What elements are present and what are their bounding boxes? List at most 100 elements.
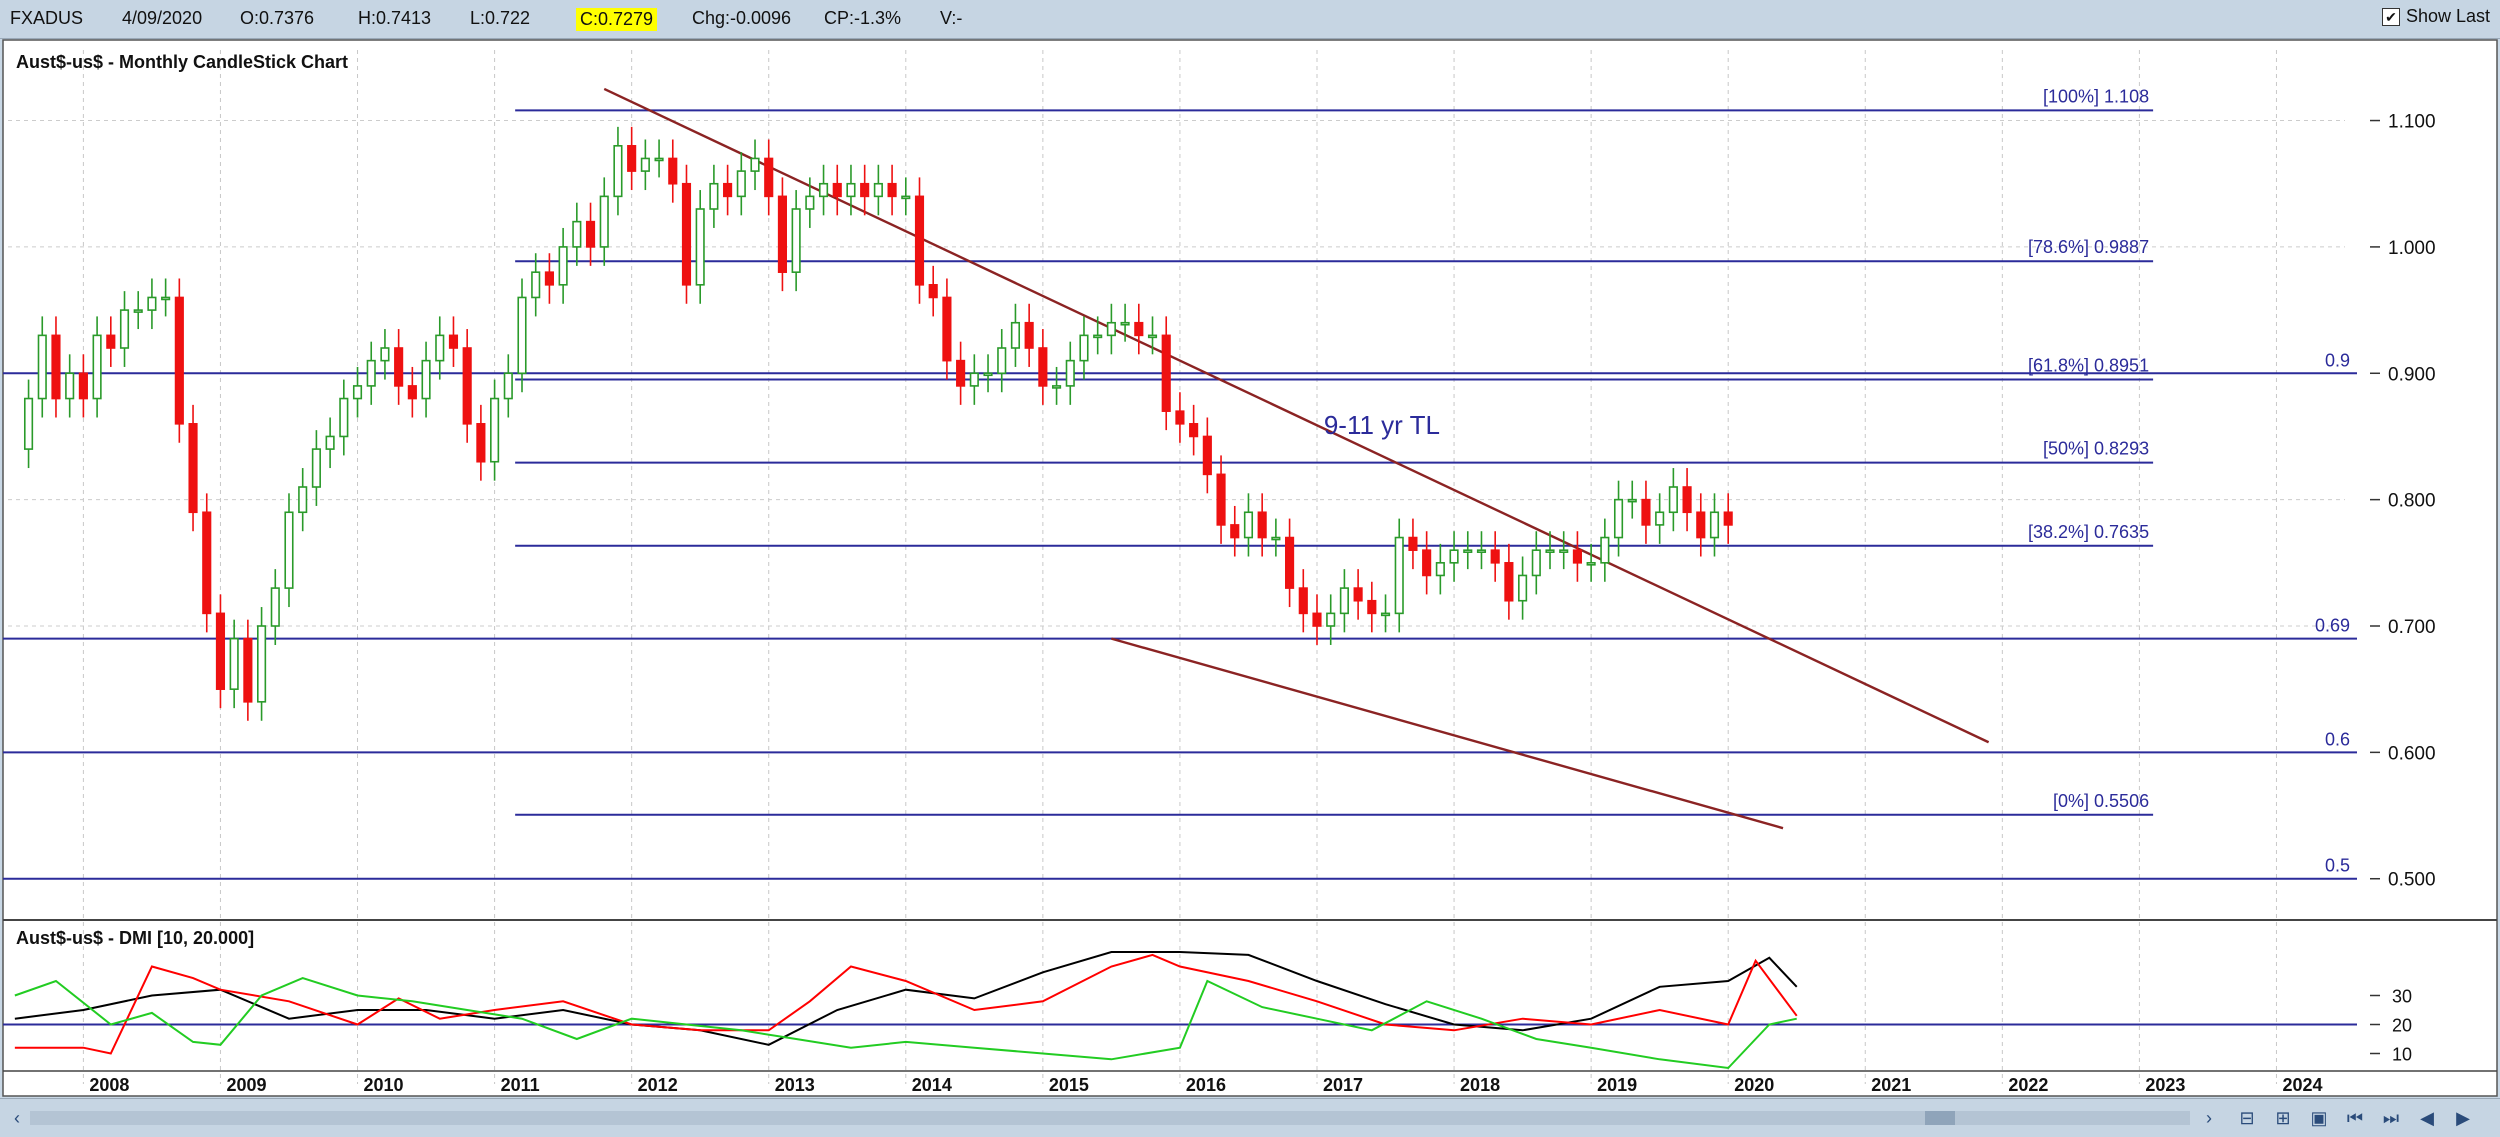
price-tick-label: 0.800: [2388, 491, 2436, 512]
candle-body: [298, 486, 308, 514]
zoom-in-icon[interactable]: ⊞: [2275, 1108, 2291, 1128]
candle-body: [956, 359, 966, 387]
candle-body: [544, 271, 554, 286]
candle-body: [805, 195, 815, 210]
candle-body: [325, 435, 335, 450]
high-label: H:0.7413: [358, 8, 432, 28]
x-tick-label: 2020: [1734, 1075, 1774, 1095]
candle-body: [243, 637, 253, 703]
scroll-right-icon[interactable]: ›: [2206, 1108, 2212, 1128]
candle-body: [969, 372, 979, 387]
scroll-left-icon[interactable]: ‹: [14, 1108, 20, 1128]
candle-body: [215, 612, 226, 690]
navigation-bar: ‹ › ⊟ ⊞ ▣ ⏮ ⏭ ◀ ▶: [0, 1098, 2500, 1137]
zoom-fit-icon[interactable]: ▣: [2310, 1108, 2328, 1128]
candle-body: [887, 182, 897, 198]
candle-body: [1394, 536, 1404, 615]
candle-body: [448, 334, 459, 349]
fib-level-label: [0%] 0.5506: [2053, 791, 2149, 811]
candle-body: [23, 397, 34, 450]
horizontal-scrollbar[interactable]: [30, 1111, 2190, 1125]
candle-body: [1490, 549, 1500, 564]
x-tick-label: 2012: [638, 1075, 678, 1095]
show-last-toggle[interactable]: ✔ Show Last: [2381, 6, 2490, 27]
dmi-series-line-0: [14, 951, 1798, 1046]
candle-body: [654, 157, 664, 162]
candle-body: [873, 182, 883, 198]
candle-body: [1696, 511, 1706, 539]
dmi-series-line-2: [14, 977, 1797, 1070]
candle-body: [1435, 562, 1445, 577]
x-tick-label: 2011: [501, 1075, 540, 1095]
candle-body: [476, 423, 486, 463]
change-percent-label: CP:-1.3%: [824, 8, 902, 28]
chart-background: [2, 39, 2498, 1097]
candle-body: [914, 195, 925, 286]
candle-body: [352, 385, 363, 400]
candle-body: [503, 372, 513, 400]
candle-body: [229, 637, 239, 690]
candle-body: [1709, 511, 1720, 539]
open-label: O:0.7376: [240, 8, 315, 28]
dmi-tick-label: 20: [2392, 1016, 2412, 1036]
candle-body: [1243, 511, 1254, 539]
checkbox-icon[interactable]: ✔: [2381, 7, 2400, 26]
candle-body: [1202, 435, 1212, 476]
candle-body: [1189, 423, 1199, 438]
candle-body: [1134, 321, 1144, 337]
candle-body: [1422, 549, 1432, 577]
dmi-series-line-1: [14, 953, 1798, 1055]
x-tick-label: 2023: [2145, 1075, 2185, 1095]
candle-body: [1312, 612, 1322, 627]
candle-body: [65, 372, 75, 400]
candle-body: [92, 334, 102, 400]
x-tick-label: 2016: [1186, 1075, 1226, 1095]
candle-body: [311, 448, 321, 488]
candle-body: [695, 208, 705, 286]
candle-body: [380, 347, 390, 362]
candle-body: [1655, 511, 1665, 526]
scroll-thumb[interactable]: [1925, 1111, 1955, 1125]
candle-body: [421, 359, 431, 400]
step-forward-icon[interactable]: ▶: [2456, 1108, 2470, 1128]
step-back-icon[interactable]: ◀: [2420, 1108, 2434, 1128]
candle-body: [1627, 498, 1637, 503]
candle-body: [462, 347, 472, 425]
candle-body: [1024, 321, 1034, 349]
low-label: L:0.722: [470, 8, 531, 28]
candle-body: [572, 220, 582, 248]
candle-body: [736, 170, 746, 198]
candle-body: [1682, 486, 1692, 514]
candle-body: [1613, 498, 1624, 539]
candle-body: [202, 511, 212, 615]
dmi-chart-title: Aust$-us$ - DMI [10, 20.000]: [16, 928, 254, 948]
candle-body: [1339, 587, 1349, 615]
scroll-start-icon[interactable]: ⏮: [2346, 1108, 2364, 1128]
candle-body: [1271, 536, 1281, 541]
candle-body: [846, 182, 856, 198]
fib-level-label: [61.8%] 0.8951: [2028, 355, 2149, 375]
candle-body: [174, 296, 184, 425]
chart-area: 0.9 0.69 0.6 0.5 [100%] 1.108 [78.6%] 0.9887 […: [2, 39, 2498, 1097]
candle-body: [1367, 599, 1377, 615]
candle-body: [188, 423, 198, 514]
scroll-end-icon[interactable]: ⏭: [2382, 1108, 2400, 1128]
zoom-out-icon[interactable]: ⊟: [2239, 1108, 2255, 1128]
price-tick-label: 1.000: [2388, 238, 2436, 259]
candle-body: [1216, 473, 1226, 526]
trendline-annotation: 9-11 yr TL: [1324, 410, 1440, 440]
show-last-label: Show Last: [2405, 6, 2490, 26]
candle-body: [407, 385, 417, 400]
candle-body: [1353, 587, 1363, 602]
fib-level-label: [38.2%] 0.7635: [2028, 522, 2149, 542]
candle-body: [1147, 334, 1158, 339]
candle-body: [1230, 524, 1240, 539]
candle-body: [1600, 536, 1610, 564]
candle-body: [1093, 334, 1103, 339]
candle-body: [613, 145, 623, 198]
candle-body: [832, 182, 842, 198]
x-tick-label: 2019: [1597, 1075, 1637, 1095]
candle-body: [394, 347, 404, 387]
candle-body: [270, 587, 280, 627]
candle-body: [558, 246, 568, 286]
